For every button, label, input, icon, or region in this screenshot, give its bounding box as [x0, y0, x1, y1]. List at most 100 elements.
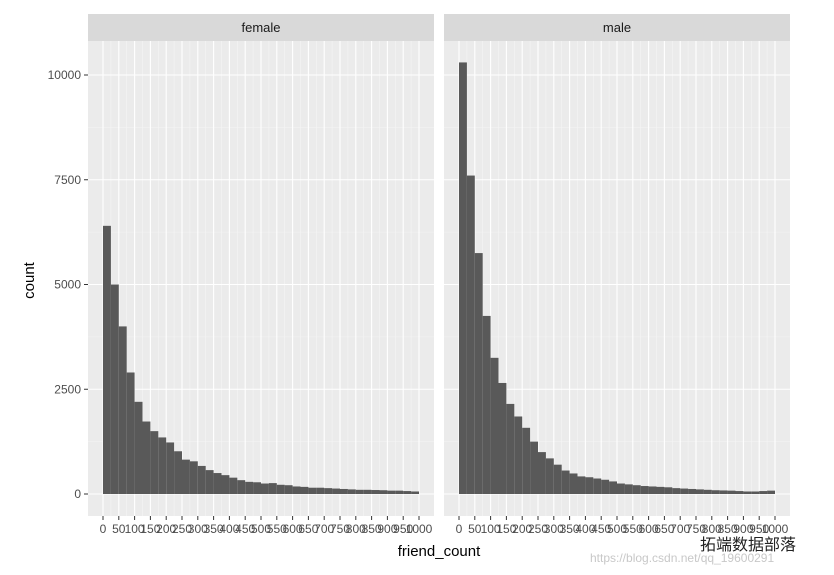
- histogram-bar: [118, 326, 127, 494]
- x-tick-label: 450: [235, 522, 255, 536]
- x-tick-label: 0: [456, 522, 463, 536]
- histogram-bar: [371, 490, 380, 494]
- x-tick-label: 600: [639, 522, 659, 536]
- histogram-bar: [482, 315, 491, 494]
- histogram-bar: [490, 357, 499, 494]
- histogram-bar: [308, 487, 317, 494]
- histogram-bar: [672, 488, 681, 494]
- x-tick-label: 350: [204, 522, 224, 536]
- histogram-bar: [229, 477, 238, 494]
- histogram-bar: [174, 451, 182, 494]
- histogram-bar: [150, 431, 159, 494]
- x-tick-label: 500: [607, 522, 627, 536]
- x-tick-label: 250: [172, 522, 192, 536]
- histogram-bar: [142, 421, 151, 494]
- x-tick-label: 400: [219, 522, 239, 536]
- x-tick-label: 900: [733, 522, 753, 536]
- histogram-bar: [363, 489, 372, 494]
- histogram-bar: [719, 490, 728, 494]
- histogram-bar: [680, 488, 689, 494]
- x-tick-label: 0: [100, 522, 107, 536]
- x-tick-label: 800: [346, 522, 366, 536]
- y-tick-label: 5000: [54, 278, 81, 292]
- histogram-bar: [324, 488, 333, 494]
- histogram-bar: [355, 489, 364, 494]
- x-tick-label: 550: [623, 522, 643, 536]
- x-tick-label: 800: [702, 522, 722, 536]
- histogram-bar: [522, 427, 531, 494]
- histogram-bar: [395, 490, 404, 494]
- x-tick-label: 350: [560, 522, 580, 536]
- facet-strip-male: [444, 14, 790, 41]
- histogram-bar: [696, 489, 704, 494]
- histogram-bar: [530, 441, 538, 494]
- histogram-bar: [632, 485, 641, 494]
- y-tick-label: 0: [74, 487, 81, 501]
- x-tick-label: 650: [298, 522, 318, 536]
- histogram-bar: [213, 473, 222, 494]
- histogram-bar: [727, 490, 736, 494]
- histogram-bar: [617, 483, 625, 494]
- histogram-bar: [664, 487, 673, 494]
- histogram-bar: [609, 481, 617, 494]
- histogram-bar: [182, 459, 190, 494]
- x-tick-label: 700: [314, 522, 334, 536]
- histogram-bar: [347, 489, 356, 494]
- facet-strip-female: [88, 14, 434, 41]
- histogram-bar: [545, 458, 554, 494]
- x-tick-label: 850: [362, 522, 382, 536]
- x-tick-label: 750: [330, 522, 350, 536]
- y-tick-label: 2500: [54, 382, 81, 396]
- histogram-bar: [284, 485, 293, 494]
- histogram-bar: [593, 478, 602, 494]
- histogram-bar: [205, 470, 214, 494]
- x-tick-label: 1000: [406, 522, 433, 536]
- histogram-bar: [751, 491, 760, 494]
- facet-label-male: male: [603, 20, 631, 35]
- histogram-bar: [316, 487, 325, 494]
- histogram-bar: [387, 490, 396, 494]
- histogram-bar: [253, 482, 261, 494]
- histogram-bar: [197, 465, 206, 494]
- histogram-bar: [340, 488, 348, 494]
- x-tick-label: 600: [283, 522, 303, 536]
- x-tick-label: 150: [496, 522, 516, 536]
- histogram-bar: [261, 483, 269, 494]
- x-tick-label: 750: [686, 522, 706, 536]
- x-tick-label: 500: [251, 522, 271, 536]
- histogram-bar: [474, 253, 483, 494]
- x-tick-label: 50: [112, 522, 126, 536]
- histogram-bar: [585, 477, 594, 494]
- histogram-bar: [711, 490, 720, 494]
- histogram-bar: [126, 372, 135, 494]
- histogram-bar: [300, 486, 309, 494]
- histogram-bar: [158, 437, 167, 494]
- x-tick-label: 50: [468, 522, 482, 536]
- watermark-url: https://blog.csdn.net/qq_19600291: [590, 551, 775, 565]
- histogram-bar: [292, 486, 301, 494]
- histogram-bar: [403, 491, 412, 494]
- histogram-bar: [466, 175, 475, 494]
- histogram-bar: [245, 481, 254, 494]
- x-tick-label: 150: [140, 522, 160, 536]
- x-axis-title: friend_count: [398, 543, 481, 560]
- histogram-bar: [601, 479, 610, 494]
- y-tick-label: 10000: [48, 68, 82, 82]
- histogram-bar: [110, 284, 119, 494]
- histogram-bar: [332, 488, 340, 494]
- histogram-bar: [688, 488, 696, 494]
- x-tick-label: 550: [267, 522, 287, 536]
- histogram-bar: [577, 476, 586, 494]
- histogram-bar: [379, 490, 388, 494]
- x-tick-label: 100: [125, 522, 145, 536]
- histogram-bar: [569, 473, 578, 494]
- x-tick-label: 650: [654, 522, 674, 536]
- x-tick-label: 200: [512, 522, 532, 536]
- histogram-bar: [221, 475, 230, 494]
- histogram-bar: [189, 461, 198, 494]
- histogram-bar: [166, 442, 175, 494]
- histogram-bar: [656, 486, 665, 494]
- x-tick-label: 250: [528, 522, 548, 536]
- x-tick-label: 100: [481, 522, 501, 536]
